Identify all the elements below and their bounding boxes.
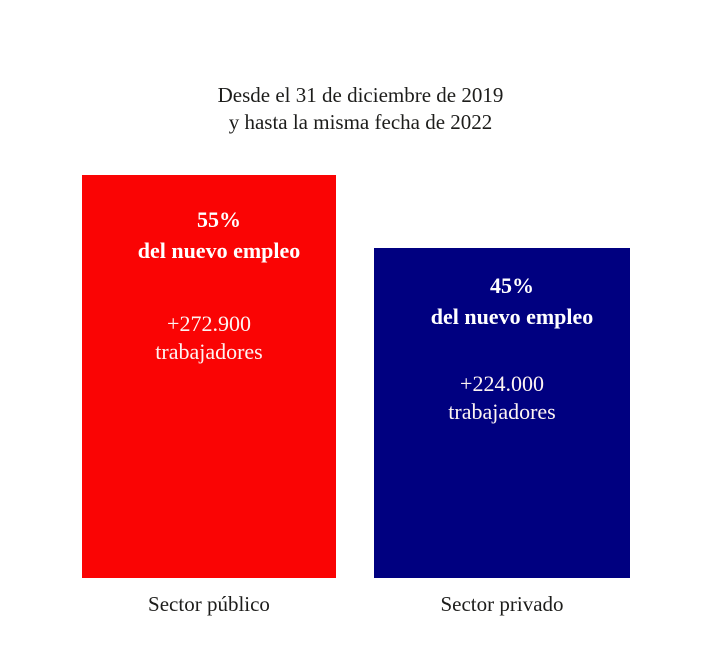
chart-title-line-1: Desde el 31 de diciembre de 2019: [217, 83, 504, 107]
bar-publico-workers: +272.900 trabajadores: [82, 310, 336, 366]
bar-publico-headline: 55% del nuevo empleo: [82, 175, 336, 266]
chart-title: Desde el 31 de diciembre de 2019 y hasta…: [0, 82, 721, 136]
chart-title-line-2: y hasta la misma fecha de 2022: [228, 110, 493, 134]
bar-privado-workers-caption: trabajadores: [448, 399, 556, 424]
bar-publico-workers-caption: trabajadores: [155, 339, 263, 364]
bar-publico-workers-value: +272.900: [167, 311, 251, 336]
bar-publico-percent-caption: del nuevo empleo: [137, 238, 301, 263]
axis-label-sector-publico: Sector público: [148, 592, 270, 616]
axis-label-sector-privado: Sector privado: [440, 592, 564, 616]
bar-sector-publico: 55% del nuevo empleo +272.900 trabajador…: [82, 175, 336, 578]
bar-privado-workers: +224.000 trabajadores: [374, 370, 630, 426]
bar-publico-percent: 55%: [197, 207, 241, 232]
bar-privado-percent: 45%: [490, 273, 534, 298]
bar-sector-privado: 45% del nuevo empleo +224.000 trabajador…: [374, 248, 630, 578]
bar-privado-workers-value: +224.000: [460, 371, 544, 396]
bar-privado-percent-caption: del nuevo empleo: [430, 304, 594, 329]
bar-privado-headline: 45% del nuevo empleo: [374, 248, 630, 332]
